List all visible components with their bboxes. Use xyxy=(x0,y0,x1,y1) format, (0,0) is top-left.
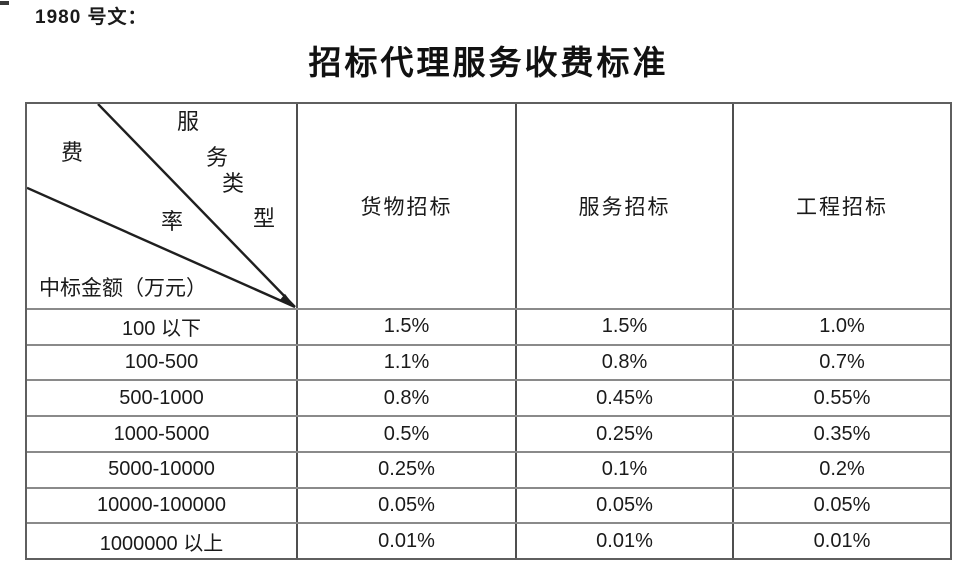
corner-service-type-char-2: 务 xyxy=(206,145,229,170)
doc-number-label: 1980 号文： xyxy=(35,7,148,28)
row-label: 100 以下 xyxy=(27,310,298,344)
rate-cell: 1.1% xyxy=(298,345,517,380)
table-row: 500-1000 0.8% 0.45% 0.55% xyxy=(27,381,950,418)
table-header-row: 服 务 类 型 费 率 中标金额（万元） 货物招标 服务招标 工程招标 xyxy=(27,104,950,310)
table-row: 1000-5000 0.5% 0.25% 0.35% xyxy=(27,417,950,453)
table-row: 100 以下 1.5% 1.5% 1.0% xyxy=(27,310,950,346)
rate-cell: 1.5% xyxy=(298,310,517,344)
rate-cell: 0.01% xyxy=(517,524,734,559)
diagonal-arrowhead xyxy=(280,293,295,307)
row-label: 100-500 xyxy=(27,345,298,380)
fee-table: 服 务 类 型 费 率 中标金额（万元） 货物招标 服务招标 工程招标 100 … xyxy=(25,102,952,560)
rate-cell: 0.2% xyxy=(819,458,865,481)
rate-cell: 0.25% xyxy=(517,417,734,451)
rate-cell: 0.8% xyxy=(298,381,517,416)
rate-cell: 0.01% xyxy=(298,524,517,559)
column-header-engineering-bidding: 工程招标 xyxy=(796,195,888,219)
rate-cell: 0.5% xyxy=(298,417,517,451)
diagonal-divider-lines xyxy=(27,104,296,308)
rate-cell: 0.25% xyxy=(298,452,517,487)
page-edge-artifact xyxy=(0,1,9,5)
table-row: 1000000 以上 0.01% 0.01% 0.01% xyxy=(27,524,950,559)
corner-fee-rate-char-2: 率 xyxy=(161,209,184,234)
rate-cell: 0.05% xyxy=(813,493,871,516)
page-title: 招标代理服务收费标准 xyxy=(308,46,669,82)
rate-cell: 0.35% xyxy=(813,422,871,445)
corner-service-type-char-4: 型 xyxy=(253,206,276,231)
corner-service-type-char-1: 服 xyxy=(177,109,200,134)
rate-cell: 0.45% xyxy=(517,381,734,416)
table-row: 5000-10000 0.25% 0.1% 0.2% xyxy=(27,452,950,489)
corner-row-axis-label: 中标金额（万元） xyxy=(39,276,207,300)
table-row: 100-500 1.1% 0.8% 0.7% xyxy=(27,345,950,382)
rate-cell: 0.01% xyxy=(813,529,871,552)
row-label: 5000-10000 xyxy=(27,452,298,487)
diagonal-corner-cell: 服 务 类 型 费 率 中标金额（万元） xyxy=(27,104,298,308)
row-label: 1000000 以上 xyxy=(27,524,298,559)
rate-cell: 0.7% xyxy=(819,351,865,374)
column-header-goods-bidding: 货物招标 xyxy=(298,104,517,308)
corner-service-type-char-3: 类 xyxy=(222,171,245,196)
rate-cell: 0.05% xyxy=(517,488,734,523)
corner-fee-rate-char-1: 费 xyxy=(61,140,84,165)
rate-cell: 1.5% xyxy=(517,310,734,344)
table-row: 10000-100000 0.05% 0.05% 0.05% xyxy=(27,488,950,525)
row-label: 500-1000 xyxy=(27,381,298,416)
rate-cell: 0.1% xyxy=(517,452,734,487)
rate-cell: 0.05% xyxy=(298,488,517,523)
rate-cell: 1.0% xyxy=(819,315,865,338)
row-label: 1000-5000 xyxy=(27,417,298,451)
row-label: 10000-100000 xyxy=(27,488,298,523)
column-header-service-bidding: 服务招标 xyxy=(517,104,734,308)
rate-cell: 0.8% xyxy=(517,345,734,380)
rate-cell: 0.55% xyxy=(813,386,871,409)
